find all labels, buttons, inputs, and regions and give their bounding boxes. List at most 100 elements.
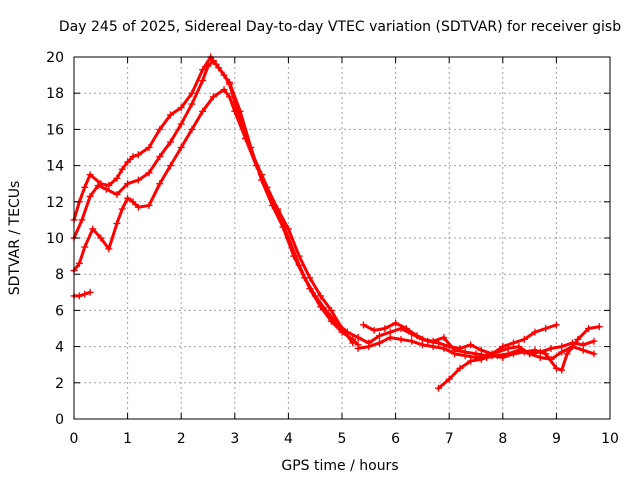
y-tick-label: 4 (55, 340, 64, 356)
data-point (408, 330, 416, 338)
data-point (456, 364, 464, 372)
data-point (124, 158, 132, 166)
data-point (89, 225, 97, 233)
data-point (467, 357, 475, 365)
data-point (590, 350, 598, 358)
data-point (81, 290, 89, 298)
x-tick-label: 2 (177, 431, 186, 447)
data-point (579, 346, 587, 354)
axis-ticks (73, 56, 611, 420)
data-point (177, 120, 185, 128)
data-point (81, 183, 89, 191)
data-point (558, 366, 566, 374)
data-point (145, 144, 153, 151)
data-point (86, 288, 94, 296)
x-tick-label: 5 (338, 431, 347, 447)
data-point (338, 325, 346, 332)
data-point (166, 162, 174, 170)
data-point (510, 350, 518, 358)
series-track-2 (70, 57, 362, 342)
y-tick-label: 12 (46, 195, 64, 211)
x-tick-label: 10 (601, 431, 619, 447)
data-point (97, 234, 105, 242)
data-point (102, 185, 110, 193)
data-point (78, 216, 86, 224)
data-point (354, 344, 362, 352)
data-point (531, 328, 539, 336)
data-point (129, 198, 137, 206)
data-point (467, 341, 475, 349)
data-point (306, 274, 314, 282)
data-point (209, 93, 217, 101)
data-point (81, 243, 89, 251)
data-point (113, 191, 121, 199)
data-point (397, 335, 405, 343)
data-point (124, 194, 132, 202)
data-point (209, 57, 217, 65)
data-point (113, 174, 121, 182)
data-point (542, 325, 550, 332)
data-point (188, 100, 196, 108)
data-point (156, 125, 164, 133)
data-point (242, 134, 250, 142)
data-point (188, 89, 196, 97)
data-point (252, 162, 260, 170)
data-point (145, 201, 153, 209)
data-point (520, 335, 528, 343)
data-point (558, 348, 566, 356)
data-point (166, 138, 174, 146)
x-axis-title: GPS time / hours (281, 458, 398, 474)
data-point (118, 165, 126, 173)
series-track-8 (434, 323, 603, 392)
series-track-1 (70, 53, 362, 349)
data-series (70, 53, 603, 392)
series-line (72, 88, 355, 345)
data-point (284, 225, 292, 233)
data-point (510, 339, 518, 347)
data-point (188, 125, 196, 133)
data-point (376, 332, 384, 340)
x-tick-label: 3 (230, 431, 239, 447)
data-point (552, 321, 560, 329)
data-point (585, 325, 593, 332)
data-point (440, 334, 448, 342)
y-tick-label: 16 (46, 122, 64, 138)
data-point (177, 104, 185, 112)
data-point (397, 325, 405, 332)
data-point (118, 205, 126, 213)
y-tick-label: 20 (46, 50, 64, 66)
data-point (86, 192, 94, 200)
data-point (445, 375, 453, 383)
data-point (354, 334, 362, 342)
data-point (220, 86, 228, 94)
data-point (488, 352, 496, 360)
data-point (381, 325, 389, 332)
data-point (461, 352, 469, 360)
data-point (113, 220, 121, 228)
y-tick-label: 18 (46, 86, 64, 102)
data-point (365, 343, 373, 351)
data-point (349, 339, 357, 347)
data-point (418, 341, 426, 349)
x-tick-label: 9 (552, 431, 561, 447)
data-point (274, 205, 282, 213)
data-point (317, 292, 325, 300)
data-point (440, 344, 448, 352)
data-point (392, 319, 400, 327)
series-line (72, 59, 360, 340)
y-tick-label: 10 (46, 231, 64, 247)
data-point (199, 77, 207, 85)
x-tick-label: 1 (123, 431, 132, 447)
data-point (94, 182, 102, 190)
x-tick-labels: 0 1 2 3 4 5 6 7 8 9 10 (70, 431, 619, 447)
data-point (75, 292, 83, 300)
data-point (105, 245, 113, 253)
data-point (225, 93, 233, 101)
y-tick-label: 8 (55, 267, 64, 283)
series-track-3 (70, 86, 357, 347)
data-point (536, 353, 544, 361)
x-tick-label: 0 (70, 431, 79, 447)
y-tick-label: 2 (55, 376, 64, 392)
data-point (590, 337, 598, 345)
